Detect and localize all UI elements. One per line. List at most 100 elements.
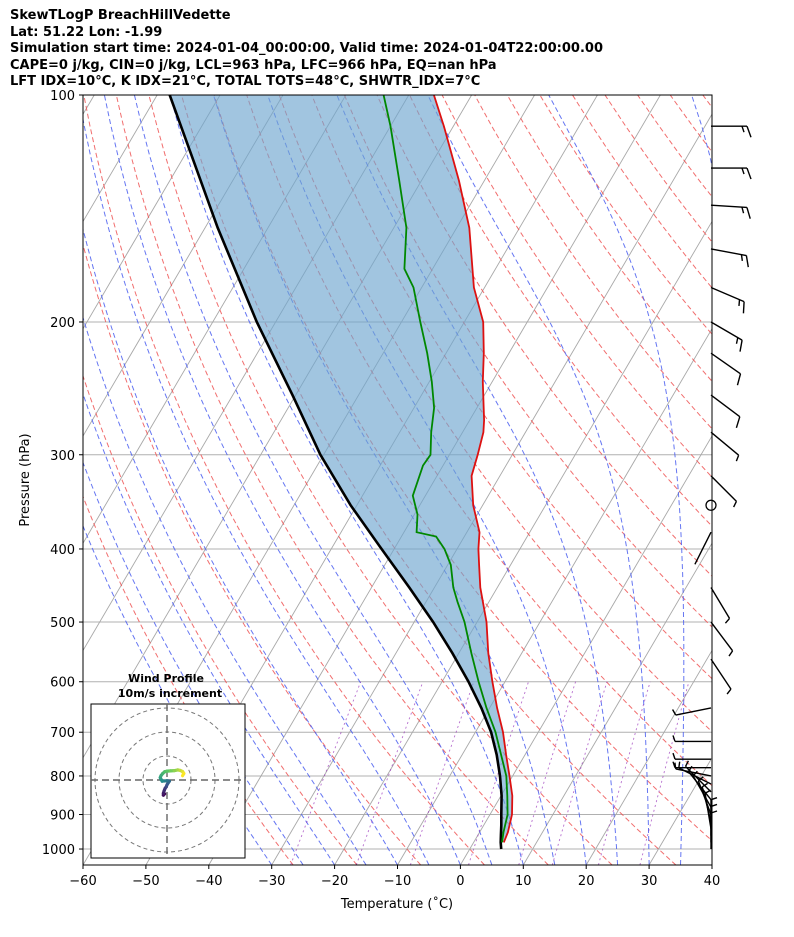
wind-barb-shaft bbox=[710, 475, 737, 502]
wind-barb-calm bbox=[705, 499, 717, 511]
wind-barb-shaft bbox=[687, 771, 712, 801]
station-coordinates: Lat: 51.22 Lon: -1.99 bbox=[10, 24, 163, 40]
wind-barb bbox=[672, 735, 711, 743]
wind-barb bbox=[710, 286, 745, 314]
dry-adiabat bbox=[213, 95, 712, 842]
cape-cin-shading bbox=[169, 95, 513, 843]
wind-barb-flag bbox=[739, 339, 743, 352]
x-axis-label: Temperature (˚C) bbox=[340, 896, 453, 912]
wind-barb bbox=[710, 431, 740, 462]
isotherm-line bbox=[271, 113, 712, 865]
hodograph-title: Wind Profile bbox=[128, 672, 204, 685]
y-tick-label: 700 bbox=[50, 726, 75, 741]
dry-adiabat bbox=[735, 95, 794, 865]
mixing-ratio-line bbox=[597, 681, 651, 865]
wind-barb bbox=[710, 394, 741, 429]
isotherm-line bbox=[334, 220, 712, 865]
y-tick-label: 1000 bbox=[42, 843, 75, 858]
wind-barb-shaft bbox=[694, 531, 712, 565]
y-tick-label: 200 bbox=[50, 316, 75, 331]
wind-barb-half-flag bbox=[684, 760, 689, 767]
dry-adiabat bbox=[148, 95, 613, 865]
wind-barb-flag bbox=[746, 207, 751, 219]
x-tick-label: −10 bbox=[384, 874, 411, 889]
mixing-ratio-line bbox=[290, 681, 362, 865]
dry-adiabat bbox=[83, 374, 358, 865]
wind-barb-half-flag bbox=[735, 454, 740, 462]
isotherm-line bbox=[460, 435, 712, 865]
wind-barb-shaft bbox=[710, 394, 741, 418]
wind-barb-shaft bbox=[685, 765, 712, 793]
dry-adiabat bbox=[768, 95, 794, 865]
mixing-ratio-line bbox=[518, 681, 577, 865]
moist-adiabat bbox=[83, 227, 398, 865]
isotherm-line bbox=[522, 542, 712, 865]
wind-barb bbox=[710, 352, 742, 386]
stability-indices-2: LFT IDX=10°C, K IDX=21°C, TOTAL TOTS=48°… bbox=[10, 74, 481, 89]
moist-adiabat bbox=[83, 315, 367, 865]
y-tick-label: 600 bbox=[50, 676, 75, 691]
wind-barb bbox=[672, 752, 711, 760]
wind-barb-half-flag bbox=[672, 752, 676, 760]
wind-barb-shaft bbox=[710, 248, 747, 257]
wind-barb-half-flag bbox=[672, 761, 676, 768]
wind-barb-flag bbox=[735, 416, 741, 429]
wind-barb bbox=[684, 760, 712, 793]
x-tick-label: 20 bbox=[578, 874, 595, 889]
wind-barb-shaft bbox=[710, 658, 732, 690]
dry-adiabat bbox=[83, 495, 294, 865]
wind-barb-half-flag bbox=[726, 688, 732, 695]
x-tick-label: 30 bbox=[641, 874, 658, 889]
hodograph-subtitle: 10m/s increment bbox=[118, 687, 222, 700]
wind-barb-half-flag bbox=[738, 299, 741, 307]
wind-barb bbox=[710, 321, 743, 352]
wind-barb-half-flag bbox=[678, 761, 681, 769]
wind-barb-shaft bbox=[710, 321, 743, 341]
dry-adiabat bbox=[83, 95, 485, 865]
wind-barb-flag bbox=[746, 125, 752, 138]
isotherm-line bbox=[83, 95, 95, 116]
wind-barb bbox=[694, 531, 712, 565]
wind-barb-half-flag bbox=[672, 735, 676, 742]
wind-barbs bbox=[671, 125, 752, 850]
wind-barb-shaft bbox=[710, 587, 731, 619]
isotherm-line bbox=[648, 756, 712, 865]
wind-barb-half-flag bbox=[741, 167, 745, 175]
y-tick-label: 300 bbox=[50, 449, 75, 464]
wind-barb-half-flag bbox=[733, 501, 738, 508]
wind-barb bbox=[710, 204, 751, 219]
y-tick-label: 400 bbox=[50, 543, 75, 558]
wind-barb bbox=[672, 761, 711, 769]
isotherm-line bbox=[585, 649, 712, 865]
moist-adiabat bbox=[83, 116, 430, 865]
x-tick-label: 40 bbox=[704, 874, 721, 889]
x-tick-label: −50 bbox=[132, 874, 159, 889]
chart-title: SkewTLogP BreachHillVedette bbox=[10, 8, 231, 23]
moist-adiabat bbox=[427, 95, 650, 865]
moist-adiabat bbox=[691, 95, 712, 865]
wind-barb bbox=[710, 587, 731, 624]
wind-barb bbox=[710, 658, 732, 695]
wind-barb-shaft bbox=[675, 768, 712, 777]
x-tick-label: 0 bbox=[456, 874, 464, 889]
wind-barb-flag bbox=[742, 301, 745, 314]
x-tick-label: −30 bbox=[258, 874, 285, 889]
isotherm-line bbox=[83, 95, 284, 437]
wind-barb-half-flag bbox=[741, 206, 745, 214]
dry-adiabat bbox=[604, 95, 712, 243]
moist-adiabat bbox=[83, 392, 336, 865]
wind-barb-half-flag bbox=[724, 617, 731, 624]
hodograph-segment bbox=[181, 771, 186, 778]
temperature-line bbox=[433, 95, 514, 843]
x-tick-label: 10 bbox=[515, 874, 532, 889]
wind-barb-flag bbox=[736, 373, 742, 386]
wind-barb bbox=[710, 248, 749, 268]
wind-barb bbox=[711, 125, 752, 138]
wind-barb-shaft bbox=[710, 286, 745, 303]
y-tick-label: 800 bbox=[50, 770, 75, 785]
mixing-ratio-line bbox=[409, 681, 475, 865]
y-axis-label: Pressure (hPa) bbox=[18, 433, 33, 526]
mixing-ratio-line bbox=[639, 681, 690, 865]
x-tick-label: −60 bbox=[69, 874, 96, 889]
y-tick-label: 500 bbox=[50, 616, 75, 631]
